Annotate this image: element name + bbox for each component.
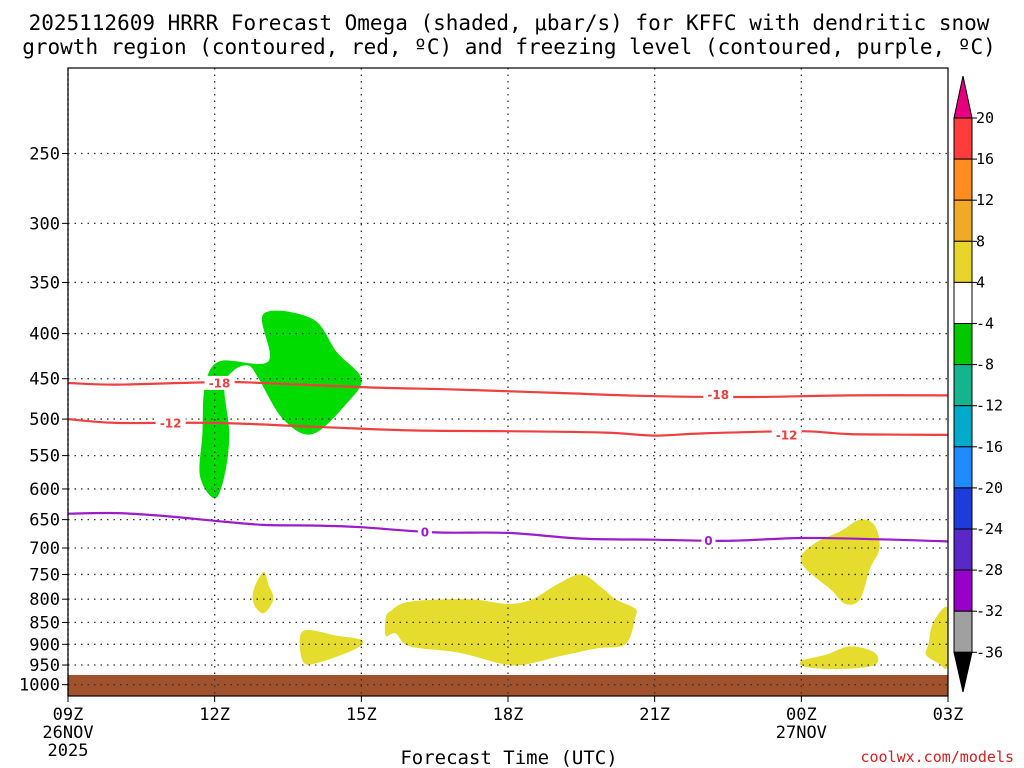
ground-surface [68,674,948,696]
contour-line-1 [67,418,949,437]
contour-label-1-1: -12 [776,428,798,442]
x-tick-year-09Z: 2025 [48,741,89,761]
y-tick-label-1000: 1000 [19,676,60,696]
colorbar-swatch-3 [953,240,973,283]
omega-region-6 [925,606,948,669]
y-tick-label-300: 300 [29,214,60,234]
x-tick-label-15Z: 15Z [346,705,377,725]
grid-lines [67,68,948,696]
contour-line-0 [67,380,949,399]
colorbar-label-11: -28 [976,561,1003,579]
y-tick-label-850: 850 [29,613,60,633]
y-tick-label-450: 450 [29,370,60,390]
colorbar-label-8: -16 [976,438,1003,456]
y-tick-label-250: 250 [29,144,60,164]
colorbar-swatch-12 [953,610,973,653]
omega-region-5 [799,646,879,670]
y-axis-ticks: 2503003504004505005506006507007508008509… [19,144,68,696]
colorbar-swatch-6 [953,364,973,407]
contour-label-0-1: -18 [707,388,729,402]
chart-title-line-1: 2025112609 HRRR Forecast Omega (shaded, … [29,11,990,35]
credit-link[interactable]: coolwx.com/models [860,748,1014,766]
colorbar-label-2: 12 [976,191,994,209]
contour-label-bg-2-1 [701,533,716,548]
colorbar-label-9: -20 [976,479,1003,497]
colorbar-swatch-11 [953,569,973,612]
omega-region-0 [199,310,362,499]
colorbar-label-12: -32 [976,602,1003,620]
colorbar-label-7: -12 [976,397,1003,415]
x-tick-date-09Z: 26NOV [42,723,93,743]
colorbar-label-5: -4 [976,315,994,333]
contour-line-2 [67,511,949,543]
y-tick-label-400: 400 [29,325,60,345]
colorbar-label-4: 4 [976,273,985,291]
colorbar: 20 16 12 8 4 -4 -8 -12 -16 -20 -24 -28 -32 -36 [953,75,1003,693]
contour-label-bg-1-1 [771,427,802,442]
omega-shading-layer [199,310,948,670]
contour-label-bg-1-0 [155,415,186,430]
contour-label-2-0: 0 [421,525,429,539]
y-tick-label-800: 800 [29,590,60,610]
x-tick-label-18Z: 18Z [493,705,524,725]
x-tick-label-21Z: 21Z [639,705,670,725]
contour-label-2-1: 0 [704,534,712,548]
y-tick-label-550: 550 [29,447,60,467]
colorbar-swatch-1 [953,158,973,201]
contour-lines: -18 -18 -12 -12 0 0 [67,375,949,548]
contour-label-bg-2-0 [417,524,432,539]
colorbar-swatch-8 [953,446,973,489]
colorbar-top-arrow [953,75,973,119]
colorbar-bottom-arrow [953,651,973,693]
omega-region-3 [384,574,637,666]
y-tick-label-900: 900 [29,635,60,655]
contour-label-bg-0-1 [703,387,734,402]
contour-label-bg-0-0 [204,375,235,390]
colorbar-label-0: 20 [976,109,994,127]
colorbar-label-3: 8 [976,232,985,250]
contour-label-1-0: -12 [160,416,182,430]
colorbar-label-6: -8 [976,356,994,374]
colorbar-label-10: -24 [976,520,1003,538]
x-tick-label-09Z: 09Z [53,705,84,725]
colorbar-swatch-4 [953,281,973,324]
omega-region-1 [252,571,274,614]
x-tick-date-00Z: 27NOV [776,723,827,743]
y-tick-label-500: 500 [29,410,60,430]
colorbar-label-1: 16 [976,150,994,168]
y-tick-label-650: 650 [29,511,60,531]
colorbar-label-13: -36 [976,643,1003,661]
colorbar-swatch-7 [953,405,973,448]
omega-region-2 [299,629,364,665]
y-tick-label-350: 350 [29,273,60,293]
colorbar-swatch-9 [953,487,973,530]
y-tick-label-600: 600 [29,480,60,500]
colorbar-swatch-0 [953,117,973,160]
omega-region-4 [800,519,880,605]
chart-title-line-2: growth region (contoured, red, ºC) and f… [22,35,996,59]
y-tick-label-950: 950 [29,656,60,676]
y-tick-label-750: 750 [29,565,60,585]
x-tick-label-03Z: 03Z [933,705,964,725]
colorbar-swatch-2 [953,199,973,242]
x-tick-label-12Z: 12Z [199,705,230,725]
contour-label-0-0: -18 [209,376,231,390]
ground-layer [68,674,948,696]
x-tick-label-00Z: 00Z [786,705,817,725]
plot-area: -18 -18 -12 -12 0 0 [67,67,949,697]
colorbar-swatch-10 [953,528,973,571]
y-tick-label-700: 700 [29,539,60,559]
x-axis-label: Forecast Time (UTC) [400,747,617,768]
colorbar-swatch-5 [953,323,973,366]
